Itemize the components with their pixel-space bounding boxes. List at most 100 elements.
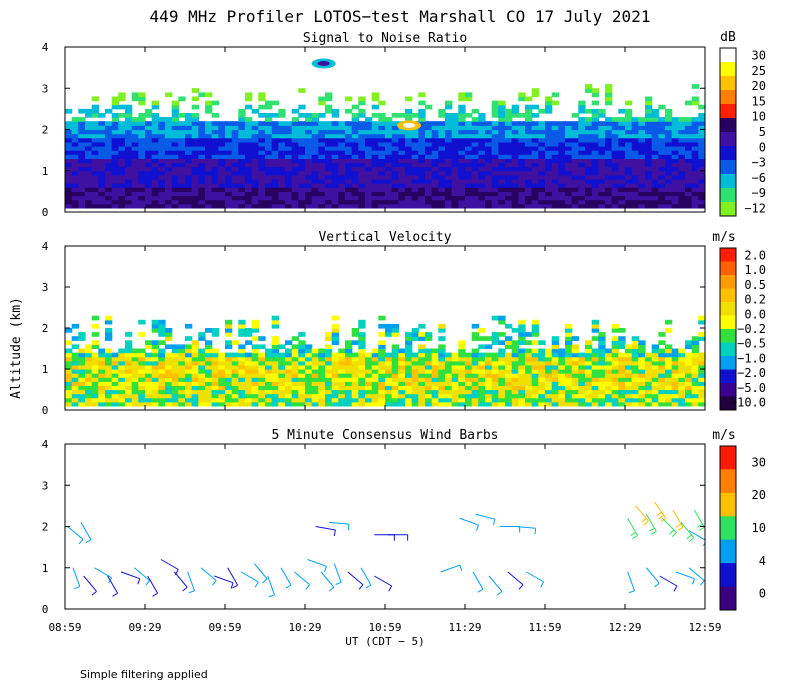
velocity-cell — [505, 344, 513, 350]
snr-cell — [471, 141, 479, 147]
velocity-cell — [518, 332, 526, 337]
snr-cell — [411, 199, 419, 205]
snr-cell — [338, 125, 346, 131]
snr-cell — [311, 195, 319, 201]
velocity-cell — [691, 373, 699, 378]
snr-cell — [678, 121, 686, 126]
velocity-cell — [618, 328, 626, 333]
velocity-cell — [251, 323, 259, 329]
velocity-cell — [611, 385, 619, 391]
velocity-cell — [205, 369, 213, 374]
velocity-cell — [271, 356, 279, 362]
snr-cell — [305, 162, 313, 168]
velocity-cell — [278, 356, 286, 362]
snr-cell — [338, 141, 346, 147]
snr-cell — [125, 113, 133, 118]
snr-cell — [698, 154, 705, 159]
snr-cell — [618, 195, 626, 201]
velocity-cell — [278, 369, 286, 374]
wind-barb — [72, 567, 81, 590]
snr-feature-core — [403, 122, 415, 128]
velocity-cell — [271, 373, 279, 378]
snr-cell — [525, 104, 533, 110]
snr-cell — [538, 121, 546, 126]
velocity-cell — [131, 352, 139, 358]
snr-cell — [131, 162, 139, 168]
velocity-cell — [325, 356, 333, 362]
snr-cell — [518, 179, 526, 184]
velocity-cell — [171, 364, 179, 370]
snr-cell — [658, 104, 666, 110]
snr-cell — [211, 166, 219, 172]
wind-barb-shaft — [200, 567, 217, 581]
velocity-cell — [478, 381, 486, 386]
velocity-cell — [211, 401, 219, 407]
wind-barb — [160, 559, 179, 575]
snr-cell — [698, 187, 705, 192]
snr-cell — [651, 108, 659, 114]
velocity-cell — [258, 356, 266, 362]
snr-cell — [438, 158, 446, 164]
snr-cell — [205, 195, 213, 201]
snr-cell — [565, 191, 573, 197]
snr-cell — [665, 195, 673, 201]
snr-cell — [171, 125, 179, 131]
snr-cell — [205, 166, 213, 172]
snr-cell — [471, 150, 479, 155]
velocity-cell — [551, 352, 559, 358]
snr-cell — [418, 187, 426, 192]
snr-cell — [665, 179, 673, 184]
snr-cell — [685, 191, 693, 197]
velocity-cell — [491, 356, 499, 362]
snr-cell — [138, 191, 146, 197]
snr-cell — [205, 92, 213, 98]
velocity-cell — [338, 389, 346, 395]
velocity-cell — [645, 369, 653, 374]
snr-cell — [551, 150, 559, 155]
snr-cell — [178, 174, 186, 180]
velocity-cell — [478, 352, 486, 358]
velocity-cell — [85, 401, 93, 407]
velocity-cell — [491, 360, 499, 366]
velocity-cell — [671, 360, 679, 366]
snr-cell — [245, 150, 253, 155]
velocity-cell — [465, 352, 473, 358]
snr-cell — [278, 166, 286, 172]
velocity-cell — [278, 373, 286, 378]
velocity-cell — [138, 369, 146, 374]
snr-cell — [291, 162, 299, 168]
snr-cell — [265, 129, 273, 135]
snr-cell — [658, 117, 666, 122]
velocity-cell — [98, 401, 106, 407]
velocity-cell — [465, 369, 473, 374]
snr-cell — [698, 203, 705, 209]
snr-cell — [311, 141, 319, 147]
snr-cell — [585, 187, 593, 192]
snr-cell — [151, 121, 159, 126]
velocity-cell — [651, 393, 659, 399]
snr-cell — [565, 174, 573, 180]
snr-cell — [378, 141, 386, 147]
velocity-cell — [191, 360, 199, 366]
snr-cell — [351, 187, 359, 192]
snr-cell — [198, 203, 206, 209]
velocity-cell — [391, 385, 399, 391]
velocity-cell — [551, 389, 559, 395]
velocity-cell — [518, 360, 526, 366]
snr-cell — [451, 129, 459, 135]
snr-cell — [691, 96, 699, 102]
snr-cell — [478, 129, 486, 135]
velocity-cell — [631, 373, 639, 378]
snr-cell — [65, 191, 73, 197]
snr-cell — [71, 117, 79, 122]
snr-cell — [98, 191, 106, 197]
snr-cell — [171, 158, 179, 164]
snr-cell — [431, 162, 439, 168]
snr-cell — [471, 121, 479, 126]
snr-cell — [218, 137, 226, 143]
velocity-cell — [151, 319, 159, 325]
velocity-cell — [65, 373, 73, 378]
velocity-cell — [518, 377, 526, 382]
velocity-cell — [291, 348, 299, 354]
velocity-cell — [125, 397, 133, 403]
